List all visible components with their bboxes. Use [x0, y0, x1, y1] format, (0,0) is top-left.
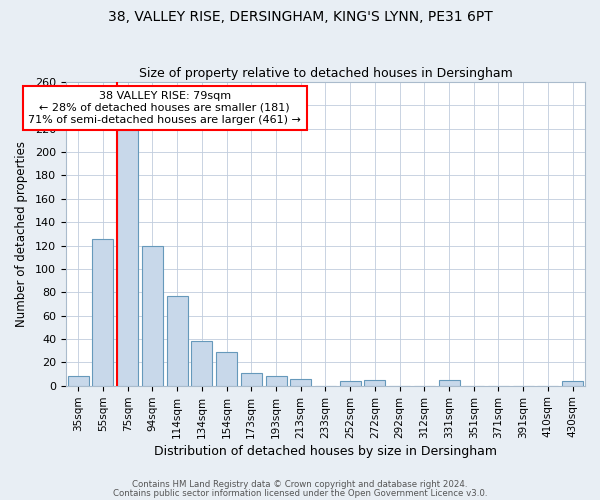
Bar — [191, 342, 212, 386]
Bar — [241, 373, 262, 386]
Bar — [562, 381, 583, 386]
Text: 38, VALLEY RISE, DERSINGHAM, KING'S LYNN, PE31 6PT: 38, VALLEY RISE, DERSINGHAM, KING'S LYNN… — [107, 10, 493, 24]
Bar — [117, 130, 138, 386]
Y-axis label: Number of detached properties: Number of detached properties — [15, 141, 28, 327]
Bar — [340, 381, 361, 386]
Text: 38 VALLEY RISE: 79sqm
← 28% of detached houses are smaller (181)
71% of semi-det: 38 VALLEY RISE: 79sqm ← 28% of detached … — [28, 92, 301, 124]
Bar — [364, 380, 385, 386]
Bar — [439, 380, 460, 386]
Bar — [68, 376, 89, 386]
Bar — [142, 246, 163, 386]
Bar — [290, 378, 311, 386]
Text: Contains HM Land Registry data © Crown copyright and database right 2024.: Contains HM Land Registry data © Crown c… — [132, 480, 468, 489]
Bar — [92, 238, 113, 386]
X-axis label: Distribution of detached houses by size in Dersingham: Distribution of detached houses by size … — [154, 444, 497, 458]
Text: Contains public sector information licensed under the Open Government Licence v3: Contains public sector information licen… — [113, 488, 487, 498]
Bar — [216, 352, 237, 386]
Title: Size of property relative to detached houses in Dersingham: Size of property relative to detached ho… — [139, 66, 512, 80]
Bar — [266, 376, 287, 386]
Bar — [167, 296, 188, 386]
